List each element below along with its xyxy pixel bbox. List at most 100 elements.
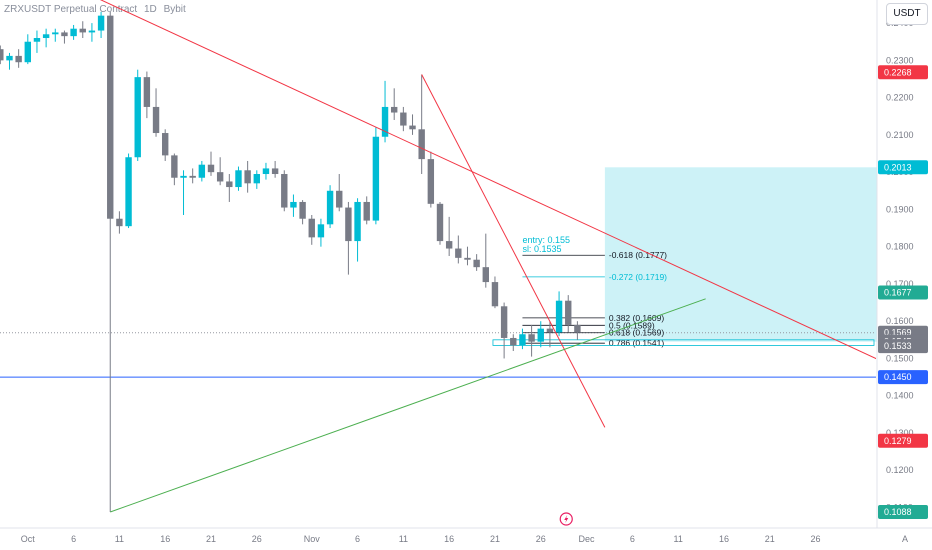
candle-body: [235, 170, 242, 188]
candle-body: [6, 55, 13, 61]
candle-body: [33, 38, 41, 42]
trendline-green[interactable]: [110, 298, 706, 513]
candle-body: [97, 15, 105, 31]
candle-body: [574, 324, 581, 333]
candle-body: [336, 190, 343, 208]
price-tag-bg: [878, 285, 928, 300]
price-tag-bg: [878, 433, 928, 448]
date-tick-label: 16: [160, 534, 170, 544]
price-tag: 0.1450: [884, 372, 912, 382]
candle-body: [262, 168, 270, 175]
price-tick-label: 0.1700: [886, 279, 914, 289]
candle-body: [546, 328, 554, 333]
date-tick-label: 16: [719, 534, 729, 544]
candle-body: [42, 34, 50, 39]
entry-label: entry: 0.155: [522, 235, 570, 245]
price-tag: 0.2268: [884, 67, 912, 77]
candle-body: [510, 337, 517, 346]
candle-body: [15, 55, 22, 63]
candle-body: [482, 267, 489, 283]
candles-group: [0, 11, 581, 512]
exchange-label: Bybit: [163, 4, 186, 15]
candle-body: [427, 159, 435, 204]
fib-level-label: 0.786 (0.1541): [609, 338, 664, 348]
date-tick-label: 6: [630, 534, 635, 544]
candle-body: [528, 334, 535, 342]
price-tag: 0.1533: [884, 341, 912, 351]
date-tick-label: 21: [490, 534, 500, 544]
price-axis: [877, 0, 932, 550]
candle-body: [345, 207, 352, 242]
candle-body: [52, 32, 59, 35]
event-lightning-icon[interactable]: [559, 512, 573, 526]
date-tick-label: 6: [71, 534, 76, 544]
candle-body: [281, 174, 288, 208]
price-tag-bg: [878, 370, 928, 385]
candle-body: [455, 248, 462, 258]
chart-title: ZRXUSDT Perpetual Contract 1D Bybit: [4, 4, 190, 15]
date-tick-label: 16: [444, 534, 454, 544]
price-tag-bg: [878, 65, 928, 80]
candle-body: [152, 106, 160, 134]
candle-body: [88, 30, 96, 33]
candle-body: [391, 106, 398, 113]
symbol-name: ZRXUSDT Perpetual Contract: [4, 4, 138, 15]
date-tick-label: 26: [536, 534, 546, 544]
candle-body: [363, 201, 370, 221]
price-tick-label: 0.2200: [886, 93, 914, 103]
fib-level-label: 0.618 (0.1569): [609, 328, 664, 338]
candle-body: [125, 157, 132, 227]
candle-body: [409, 125, 416, 130]
candle-body: [253, 174, 260, 184]
candle-body: [555, 300, 563, 333]
candle-body: [226, 181, 233, 188]
candle-body: [216, 172, 224, 182]
candle-body: [271, 168, 279, 175]
candle-body: [436, 203, 444, 242]
candle-body: [326, 190, 334, 225]
price-tag-bg: [878, 504, 928, 519]
date-tick-label: 26: [811, 534, 821, 544]
candle-body: [473, 259, 480, 268]
candle-body: [207, 164, 215, 173]
trendline-red[interactable]: [421, 74, 606, 428]
price-tag: 0.1088: [884, 507, 912, 517]
date-tick-label: 6: [355, 534, 360, 544]
candle-body: [565, 300, 572, 325]
candle-body: [244, 170, 251, 184]
candle-body: [372, 136, 380, 221]
candle-body: [171, 155, 178, 178]
currency-button[interactable]: USDT: [886, 3, 928, 25]
price-tick-label: 0.1600: [886, 316, 914, 326]
price-tag: 0.1677: [884, 288, 912, 298]
candle-body: [24, 41, 31, 63]
interval-label: 1D: [143, 4, 157, 15]
price-tick-label: 0.2300: [886, 55, 914, 65]
candle-body: [500, 306, 508, 338]
candle-body: [189, 175, 196, 178]
candle-body: [79, 28, 86, 33]
price-tick-label: 0.1400: [886, 391, 914, 401]
candle-body: [0, 49, 4, 61]
candle-body: [317, 224, 325, 238]
candle-body: [290, 201, 297, 208]
sl-label: sl: 0.1535: [522, 244, 561, 254]
trendline-red[interactable]: [0, 0, 932, 441]
price-tick-label: 0.1800: [886, 242, 914, 252]
price-tag-bg: [878, 160, 928, 175]
fib-level-label: -0.272 (0.1719): [609, 272, 667, 282]
date-tick-label: 11: [673, 534, 682, 544]
candle-body: [308, 218, 315, 238]
candle-body: [445, 241, 453, 249]
candle-body: [61, 32, 68, 37]
candle-body: [519, 334, 526, 346]
candle-body: [400, 112, 407, 126]
candle-body: [180, 175, 187, 178]
price-tick-label: 0.1200: [886, 465, 914, 475]
date-tick-label: Dec: [579, 534, 596, 544]
auto-scale-button: A: [902, 534, 908, 544]
price-tick-label: 0.1500: [886, 353, 914, 363]
price-tick-label: 0.1900: [886, 204, 914, 214]
date-tick-label: 21: [765, 534, 775, 544]
